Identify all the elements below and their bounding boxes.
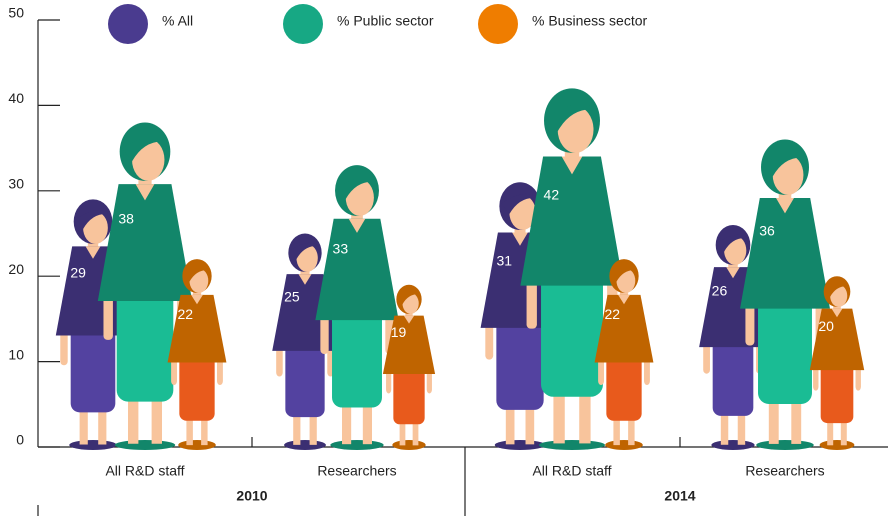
leg — [769, 398, 779, 444]
y-tick-label: 30 — [8, 176, 24, 192]
shoe — [178, 440, 216, 450]
shoe — [711, 440, 754, 450]
figure — [315, 165, 398, 450]
chart: 0 10 20 30 40 50 % All % Public sector % Busines… — [0, 0, 888, 516]
value-label: 36 — [759, 222, 775, 238]
skirt — [332, 306, 382, 407]
value-label: 33 — [333, 240, 349, 256]
shoe — [284, 440, 326, 450]
leg — [791, 398, 801, 444]
figure — [740, 140, 830, 450]
skirt — [496, 315, 543, 410]
value-label: 29 — [70, 264, 86, 280]
leg — [128, 395, 138, 444]
skirt — [541, 268, 603, 397]
leg — [413, 421, 419, 445]
skirt — [606, 353, 641, 421]
shoe — [756, 440, 814, 450]
y-tick-label: 10 — [8, 346, 24, 362]
leg — [293, 413, 300, 445]
blouse — [740, 198, 830, 309]
blouse — [98, 184, 192, 301]
blouse — [520, 156, 623, 285]
legend-label: % All — [162, 13, 193, 29]
value-label: 20 — [818, 318, 834, 334]
legend-swatch — [108, 4, 148, 44]
skirt — [393, 366, 424, 424]
leg — [738, 411, 745, 444]
leg — [310, 413, 317, 445]
x-tick-label: Researchers — [745, 463, 824, 479]
legend-swatch — [478, 4, 518, 44]
value-label: 22 — [177, 306, 193, 322]
leg — [841, 420, 847, 446]
leg — [342, 402, 351, 444]
value-label: 25 — [284, 288, 300, 304]
leg — [721, 411, 728, 444]
y-tick-label: 50 — [8, 5, 24, 21]
value-label: 31 — [496, 252, 512, 268]
leg — [579, 390, 590, 444]
skirt — [285, 340, 324, 417]
blouse — [595, 295, 654, 363]
shoe — [69, 440, 117, 450]
leg — [628, 417, 634, 445]
x-tick-label: All R&D staff — [532, 463, 611, 479]
shoe — [539, 440, 605, 450]
shoe — [605, 440, 643, 450]
value-label: 26 — [712, 282, 728, 298]
leg — [553, 390, 564, 444]
leg — [363, 402, 372, 444]
x-tick-label: All R&D staff — [105, 463, 184, 479]
value-label: 22 — [604, 306, 620, 322]
leg — [400, 421, 406, 445]
shoe — [115, 440, 175, 450]
skirt — [179, 353, 214, 421]
figure — [595, 259, 654, 450]
leg — [152, 395, 162, 444]
leg — [80, 407, 88, 444]
skirt — [758, 293, 812, 404]
y-tick-label: 40 — [8, 90, 24, 106]
blouse — [168, 295, 227, 363]
group-label: 2014 — [664, 488, 695, 504]
shoe — [392, 440, 425, 450]
skirt — [713, 336, 754, 416]
group-label: 2010 — [236, 488, 267, 504]
legend-label: % Public sector — [337, 13, 434, 29]
skirt — [117, 285, 174, 402]
value-label: 38 — [118, 211, 134, 227]
legend-label: % Business sector — [532, 13, 647, 29]
skirt — [821, 362, 854, 423]
y-tick-label: 0 — [16, 432, 24, 448]
value-label: 42 — [544, 187, 560, 203]
shoe — [495, 440, 545, 450]
x-tick-label: Researchers — [317, 463, 396, 479]
leg — [827, 420, 833, 446]
legend-swatch — [283, 4, 323, 44]
blouse — [315, 219, 398, 320]
leg — [506, 405, 515, 445]
shoe — [820, 440, 855, 450]
leg — [526, 405, 535, 445]
leg — [98, 407, 106, 444]
leg — [186, 417, 192, 445]
y-tick-label: 20 — [8, 261, 24, 277]
value-label: 19 — [391, 324, 407, 340]
leg — [613, 417, 619, 445]
leg — [201, 417, 207, 445]
shoe — [330, 440, 383, 450]
